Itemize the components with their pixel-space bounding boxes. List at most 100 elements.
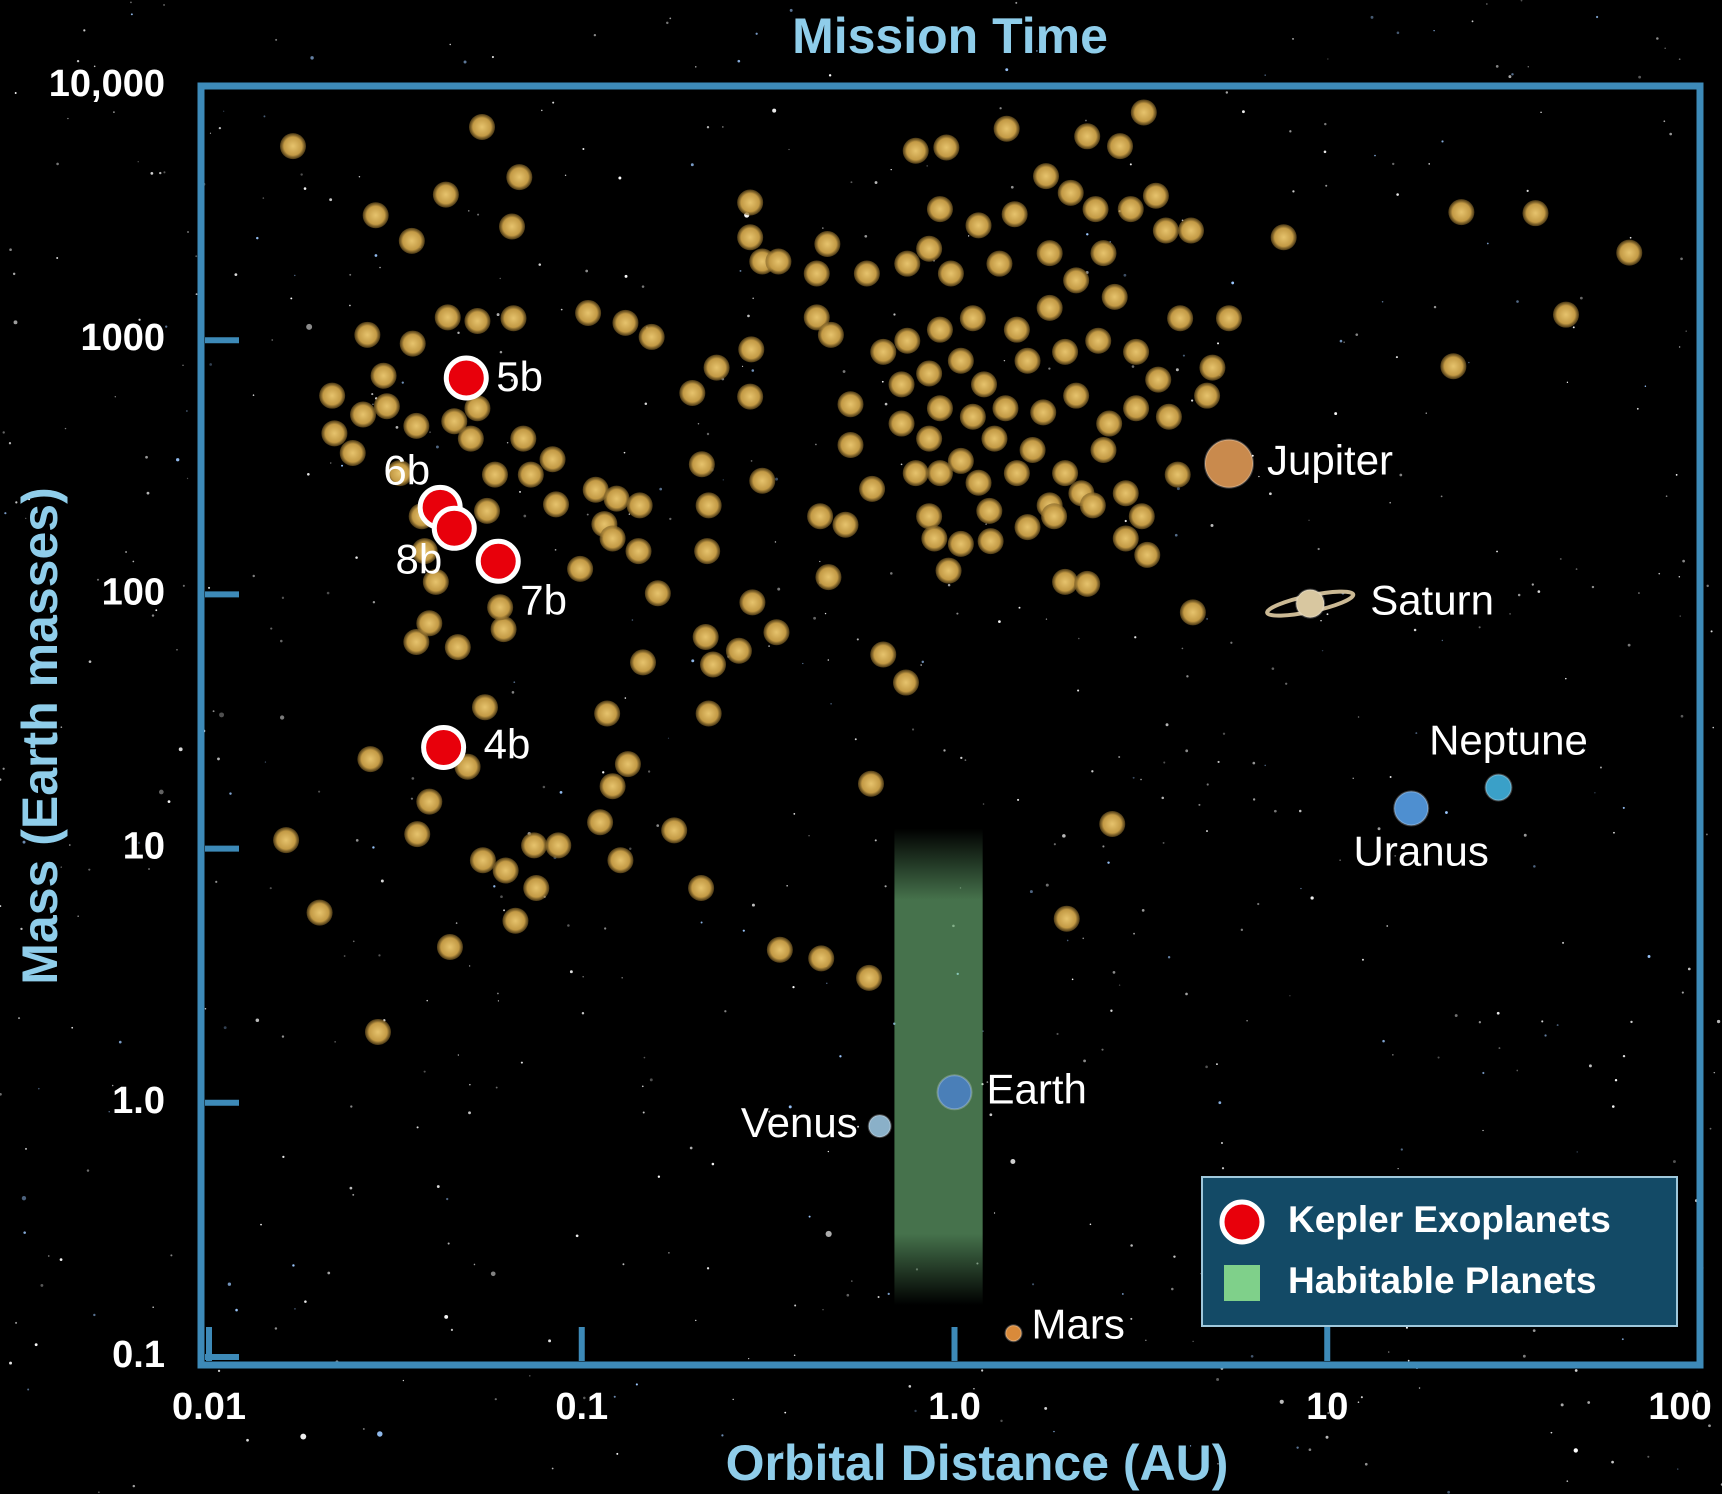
star (647, 770, 651, 773)
star (1222, 732, 1226, 735)
exoplanet-point (1003, 316, 1030, 343)
star (1089, 1223, 1092, 1226)
exoplanet-point (436, 934, 463, 961)
exoplanet-point (468, 113, 495, 140)
star (827, 1150, 830, 1153)
exoplanet-point (1152, 217, 1179, 244)
star (137, 160, 139, 163)
star (67, 117, 69, 120)
star (118, 1040, 122, 1044)
star (426, 999, 428, 1002)
star (2, 767, 5, 770)
star (1522, 1354, 1526, 1358)
kepler-point (443, 355, 489, 401)
star (56, 162, 59, 166)
star (473, 1263, 476, 1266)
solar-planet (1484, 773, 1513, 802)
star (1206, 783, 1209, 786)
star (1437, 1056, 1440, 1059)
star (1308, 1448, 1312, 1452)
star (125, 551, 127, 553)
exoplanet-point (763, 619, 790, 646)
exoplanet-point (373, 393, 400, 420)
star (982, 803, 985, 805)
planet-label: Venus (741, 1099, 858, 1146)
star (846, 1293, 850, 1297)
exoplanet-point (1178, 217, 1205, 244)
star (697, 422, 700, 425)
star (1680, 714, 1684, 718)
exoplanet-point (471, 694, 498, 721)
exoplanet-point (902, 137, 929, 164)
star (493, 885, 496, 888)
star (1364, 1462, 1368, 1466)
exoplanet-point (870, 641, 897, 668)
exoplanet-point (1096, 410, 1123, 437)
exoplanet-point (837, 432, 864, 459)
star (1392, 1054, 1394, 1056)
star (586, 513, 589, 516)
star (96, 578, 100, 581)
star (890, 168, 892, 171)
star (1352, 777, 1354, 779)
star (292, 1264, 295, 1267)
star (8, 442, 12, 445)
star (372, 600, 376, 604)
exoplanet-point (638, 323, 665, 350)
star (1531, 583, 1534, 586)
exoplanet-point (737, 383, 764, 410)
star (1310, 896, 1314, 900)
star (755, 32, 758, 35)
exoplanet-point (692, 623, 719, 650)
star (1665, 495, 1668, 497)
star (1399, 473, 1403, 477)
star (352, 1193, 355, 1196)
star (1400, 1148, 1403, 1151)
kepler-label: 4b (484, 721, 531, 768)
exoplanet-point (487, 594, 514, 621)
star (1018, 606, 1021, 609)
star (798, 1470, 801, 1473)
star (326, 591, 330, 595)
star (269, 887, 272, 890)
star (499, 350, 503, 354)
star (1562, 941, 1565, 944)
exoplanet-point (502, 907, 529, 934)
star (788, 148, 790, 151)
star (548, 1339, 552, 1343)
star (808, 1215, 811, 1218)
exoplanet-point (1167, 305, 1194, 332)
star (1206, 618, 1208, 620)
star (772, 108, 777, 113)
star (1445, 811, 1448, 814)
exoplanet-point (594, 700, 621, 727)
star (1447, 1490, 1451, 1494)
star (1221, 1167, 1225, 1170)
exoplanet-point (1082, 196, 1109, 223)
y-tick-label: 10,000 (49, 63, 165, 105)
star (1533, 865, 1536, 868)
exoplanet-point (738, 336, 765, 363)
star (631, 619, 634, 621)
star (1706, 584, 1709, 588)
star (1102, 845, 1105, 848)
star (1271, 667, 1275, 670)
exoplanet-point (404, 821, 431, 848)
star (496, 313, 500, 316)
exoplanet-point (803, 304, 830, 331)
exoplanet-point (457, 425, 484, 452)
star (751, 903, 755, 907)
star (1526, 189, 1529, 192)
star (227, 1282, 232, 1286)
star (467, 210, 470, 212)
planet-label: Saturn (1370, 577, 1494, 624)
exoplanet-point (894, 250, 921, 277)
star (1298, 809, 1302, 813)
exoplanet-point (695, 700, 722, 727)
star (1217, 1463, 1219, 1465)
exoplanet-point (1019, 436, 1046, 463)
star (1252, 798, 1256, 801)
star (881, 380, 884, 383)
star (165, 325, 168, 328)
